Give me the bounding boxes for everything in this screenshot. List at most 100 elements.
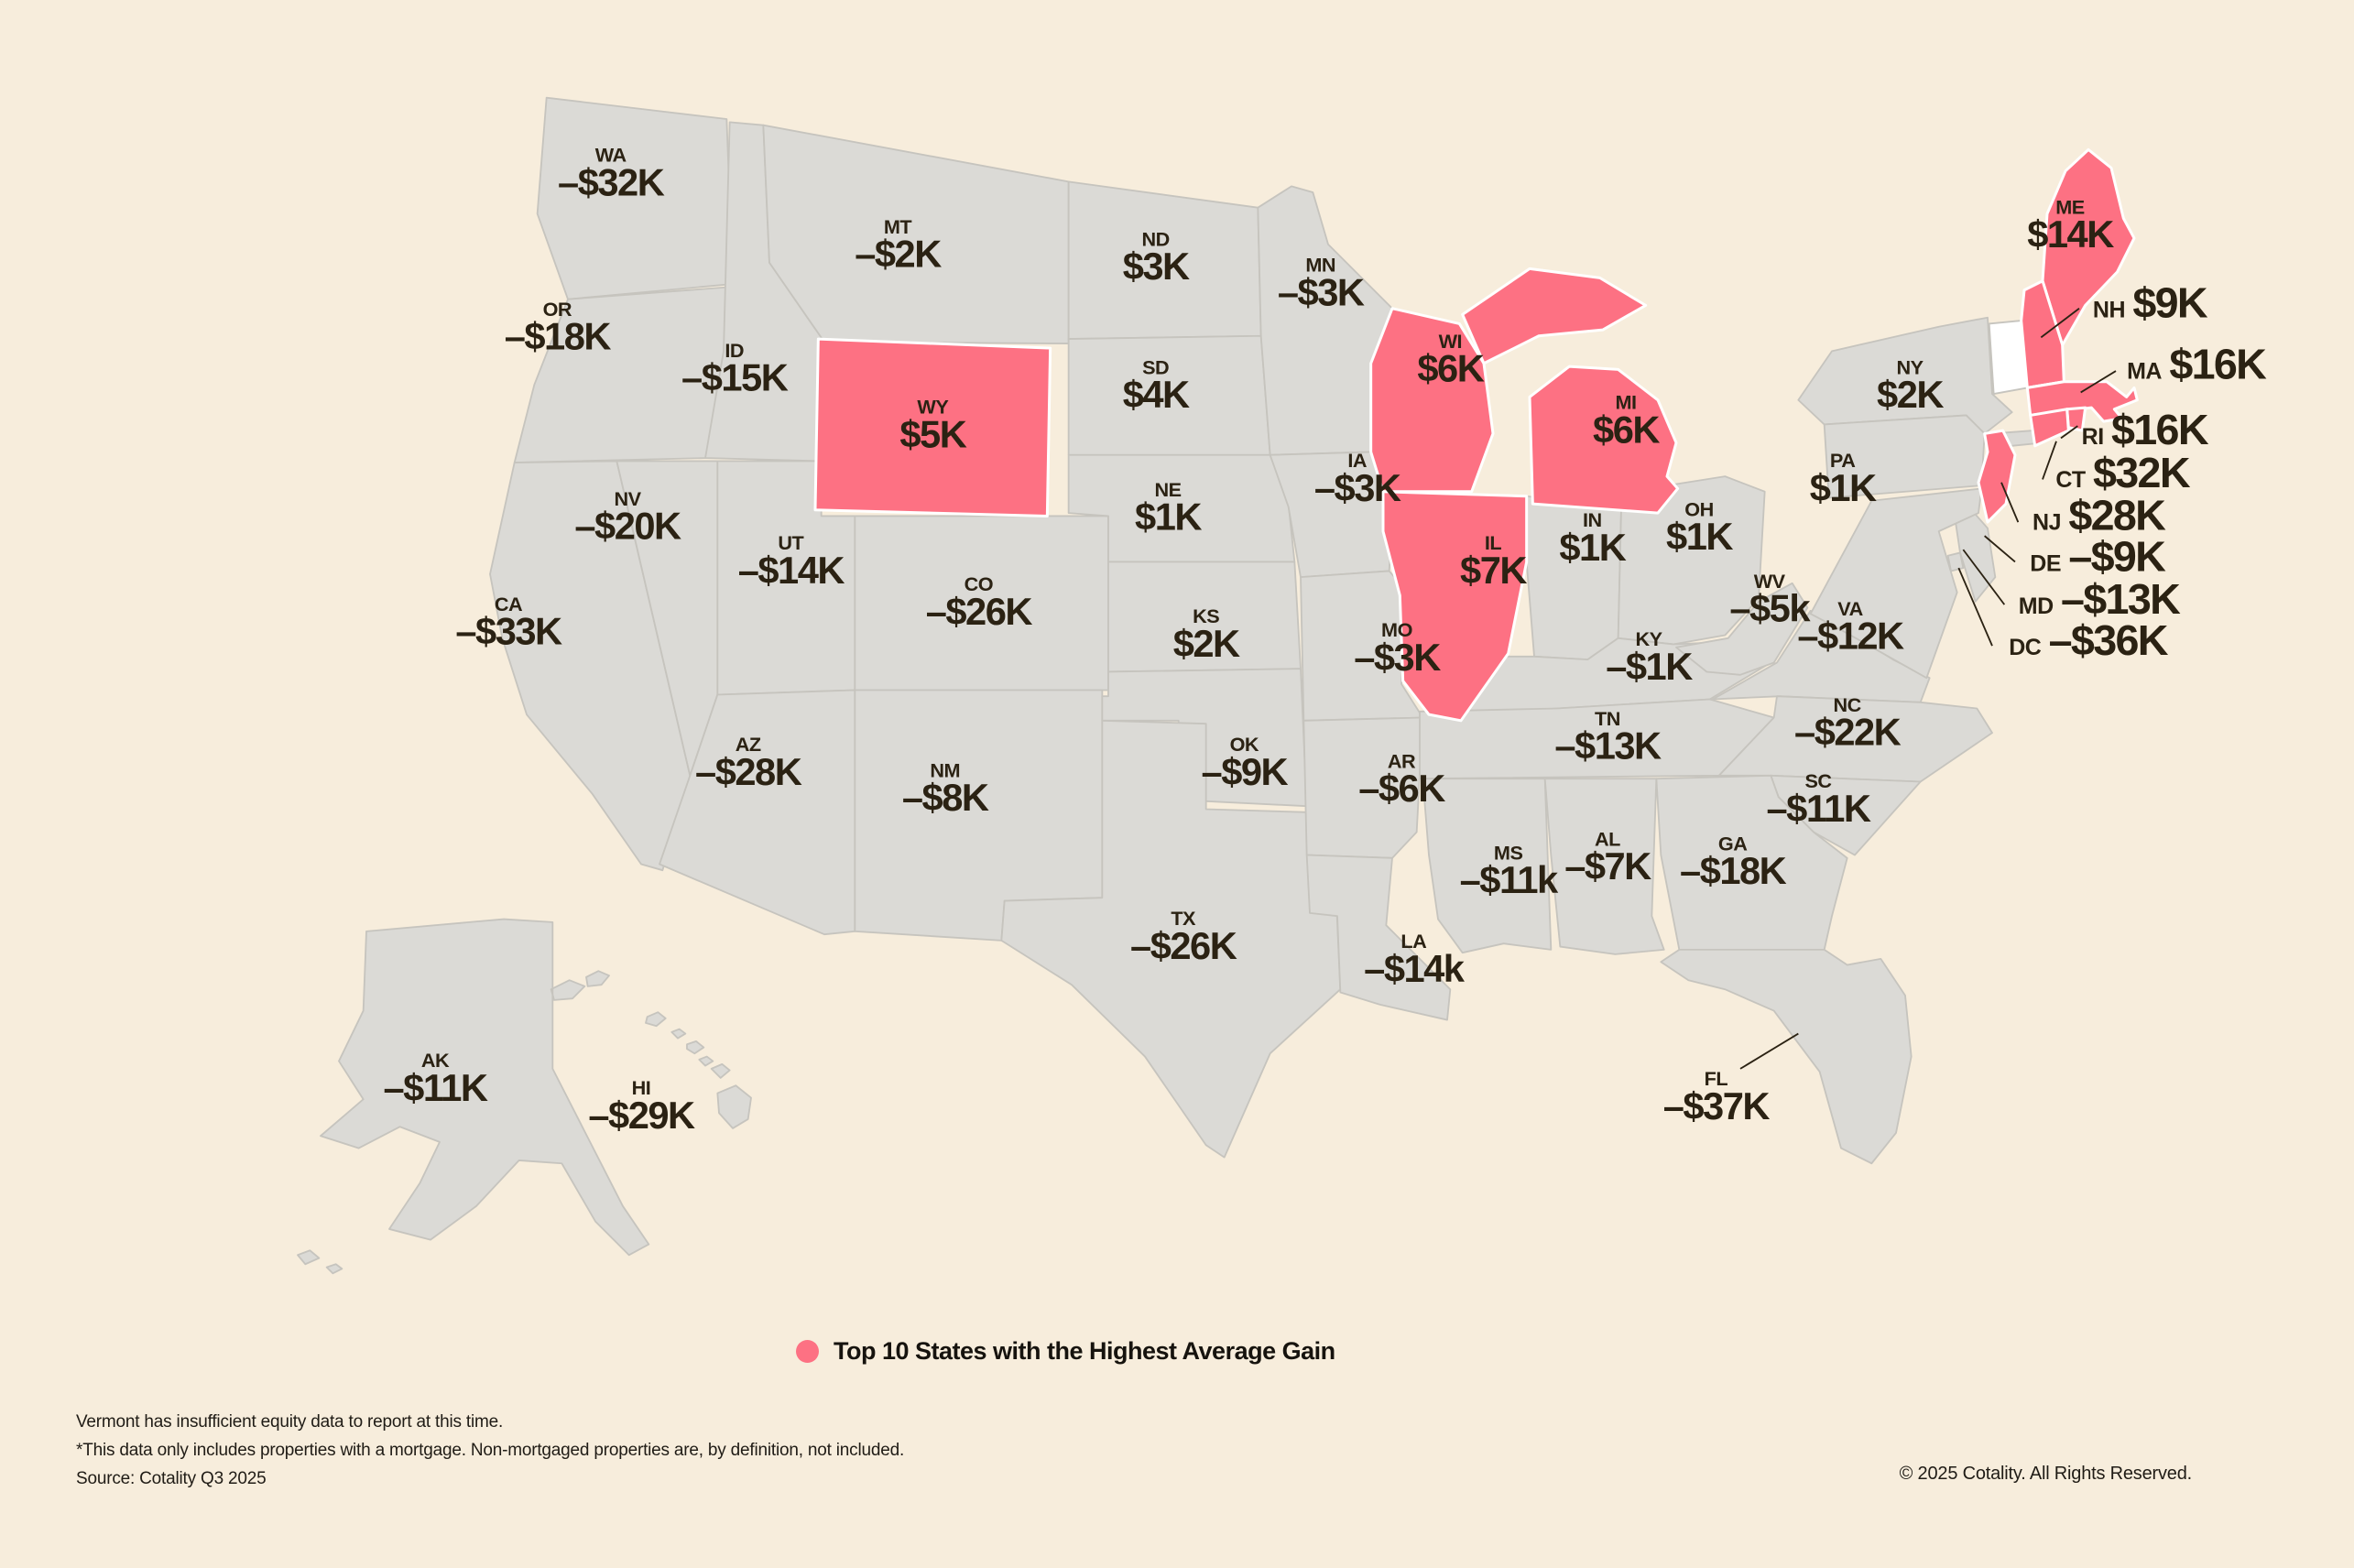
- legend-label: Top 10 States with the Highest Average G…: [834, 1337, 1335, 1365]
- state-abbr-nh: NH: [2093, 298, 2125, 323]
- legend: Top 10 States with the Highest Average G…: [796, 1337, 1335, 1366]
- footnote-source: Source: Cotality Q3 2025: [76, 1469, 267, 1488]
- callout-line-ri: [2060, 425, 2078, 440]
- state-abbr-dc: DC: [2009, 635, 2042, 660]
- state-value-hi: –$29K: [588, 1094, 695, 1137]
- state-shape-wy: [813, 337, 1052, 517]
- footnote-vermont: Vermont has insufficient equity data to …: [76, 1412, 504, 1432]
- state-abbr-co: CO: [964, 572, 993, 595]
- state-value-ct: $32K: [2093, 449, 2191, 496]
- state-shape-mi: [1461, 267, 1680, 515]
- state-abbr-de: DE: [2030, 550, 2061, 576]
- state-abbr-wa: WA: [595, 144, 627, 167]
- state-abbr-wy: WY: [917, 396, 949, 419]
- state-abbr-wv: WV: [1754, 570, 1786, 593]
- state-value-id: –$15K: [681, 356, 789, 399]
- states-layer-gray: [297, 96, 2043, 1275]
- callout-line-fl: [1739, 1032, 1799, 1070]
- state-abbr-ia: IA: [1347, 449, 1368, 472]
- state-value-nd: $3K: [1123, 245, 1190, 288]
- state-value-nv: –$20K: [574, 504, 681, 547]
- state-shape-ga: [1655, 774, 1848, 951]
- state-abbr-ne: NE: [1154, 478, 1181, 501]
- state-value-or: –$18K: [505, 315, 612, 358]
- state-abbr-ok: OK: [1230, 733, 1259, 756]
- state-abbr-or: OR: [543, 298, 572, 321]
- state-value-wa: –$32K: [558, 160, 665, 203]
- state-abbr-sc: SC: [1804, 769, 1832, 792]
- state-value-ca: –$33K: [455, 609, 562, 652]
- state-value-wi: $6K: [1417, 347, 1484, 390]
- state-shape-la: [1305, 854, 1452, 1021]
- state-value-de: –$9K: [2068, 532, 2166, 580]
- state-value-ms: –$11k: [1460, 858, 1559, 901]
- state-value-mn: –$3K: [1278, 270, 1365, 313]
- state-value-il: $7K: [1460, 549, 1527, 592]
- state-value-wy: $5K: [899, 412, 966, 455]
- footnotes: Vermont has insufficient equity data to …: [76, 1408, 904, 1493]
- state-abbr-ca: CA: [495, 593, 523, 615]
- state-abbr-tn: TN: [1595, 707, 1620, 730]
- state-value-ut: –$14K: [738, 549, 845, 592]
- state-shape-pa: [1823, 414, 1986, 499]
- state-shape-md: [1809, 487, 1983, 680]
- callout-line-ma: [2080, 370, 2117, 394]
- state-abbr-nm: NM: [930, 758, 960, 781]
- state-abbr-mn: MN: [1305, 254, 1335, 277]
- state-abbr-oh: OH: [1684, 497, 1713, 520]
- state-shape-il: [1381, 490, 1529, 723]
- state-value-mt: –$2K: [855, 233, 942, 276]
- state-abbr-ms: MS: [1494, 842, 1523, 865]
- state-abbr-il: IL: [1485, 531, 1502, 554]
- state-value-ok: –$9K: [1202, 750, 1289, 793]
- state-abbr-me: ME: [2055, 195, 2085, 218]
- state-abbr-nj: NJ: [2033, 509, 2061, 535]
- state-shape-nj: [1977, 429, 2017, 524]
- state-abbr-ct: CT: [2055, 467, 2086, 493]
- footnote-mortgage: *This data only includes properties with…: [76, 1441, 905, 1460]
- state-shape-al: [1543, 778, 1665, 955]
- state-abbr-hi: HI: [632, 1076, 651, 1099]
- state-value-sc: –$11K: [1767, 787, 1871, 830]
- callout-line-dc: [1957, 567, 1993, 647]
- state-abbr-al: AL: [1595, 828, 1620, 851]
- state-value-la: –$14k: [1364, 947, 1466, 990]
- state-value-co: –$26K: [926, 590, 1033, 633]
- state-abbr-mi: MI: [1615, 391, 1636, 414]
- state-shape-wv: [1675, 582, 1809, 676]
- state-shape-dc: [1946, 551, 1965, 572]
- state-abbr-va: VA: [1837, 597, 1863, 620]
- state-shape-me: [2041, 147, 2136, 347]
- state-value-ak: –$11K: [384, 1066, 488, 1109]
- state-abbr-mt: MT: [884, 215, 912, 238]
- state-abbr-la: LA: [1400, 930, 1427, 953]
- state-value-nm: –$8K: [902, 776, 989, 819]
- callout-line-nj: [2000, 482, 2020, 523]
- copyright-notice: © 2025 Cotality. All Rights Reserved.: [1899, 1464, 2193, 1484]
- state-abbr-ri: RI: [2082, 424, 2104, 450]
- state-value-tn: –$13K: [1554, 724, 1662, 767]
- state-value-ks: $2K: [1173, 622, 1240, 665]
- state-value-oh: $1K: [1666, 515, 1733, 558]
- state-labels-layer: WA–$32KOR–$18KCA–$33KNV–$20KID–$15KMT–$2…: [384, 144, 2269, 1137]
- state-value-in: $1K: [1559, 526, 1626, 569]
- states-layer-highlighted: [813, 147, 2139, 723]
- state-value-nc: –$22K: [1794, 710, 1902, 753]
- state-value-mo: –$3K: [1354, 636, 1441, 679]
- state-value-al: –$7K: [1564, 844, 1651, 887]
- state-value-wv: –$5k: [1729, 586, 1811, 629]
- state-value-fl: –$37K: [1663, 1084, 1771, 1127]
- state-abbr-nv: NV: [614, 487, 641, 510]
- callout-line-md: [1962, 549, 2006, 605]
- state-abbr-ar: AR: [1388, 749, 1416, 772]
- state-value-ga: –$18K: [1680, 849, 1787, 892]
- state-value-md: –$13K: [2061, 575, 2181, 623]
- state-abbr-fl: FL: [1705, 1067, 1728, 1090]
- state-abbr-nc: NC: [1834, 693, 1862, 716]
- state-value-me: $14K: [2027, 212, 2114, 256]
- state-shape-ct: [2029, 408, 2070, 448]
- state-value-tx: –$26K: [1130, 924, 1237, 967]
- state-shape-tx: [1000, 719, 1342, 1159]
